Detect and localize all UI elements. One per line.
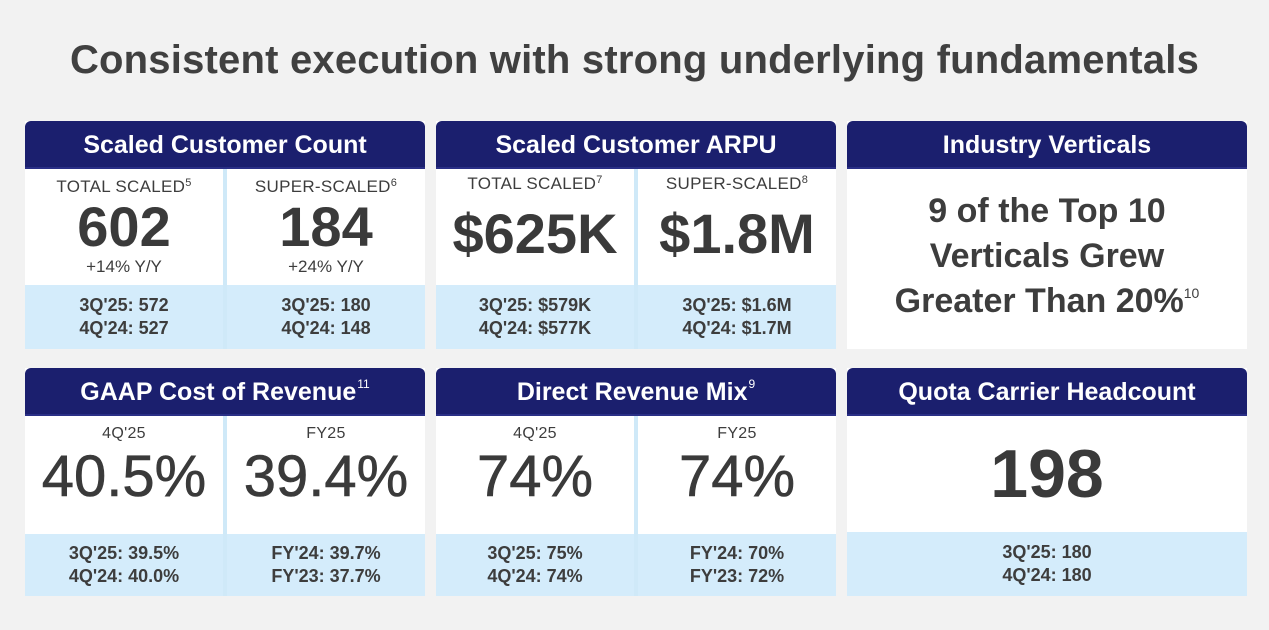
footnote-marker: 5 — [185, 177, 192, 189]
super-scaled-column: SUPER-SCALED6 184 +24% Y/Y 3Q'25: 180 4Q… — [223, 169, 425, 349]
total-scaled-column: TOTAL SCALED7 $625K 3Q'25: $579K 4Q'24: … — [436, 169, 634, 349]
metric-label: FY25 — [717, 425, 757, 442]
metric-label: SUPER-SCALED8 — [665, 174, 809, 193]
prior-value: 4Q'24: $1.7M — [682, 318, 792, 338]
scaled-customer-count-card: Scaled Customer Count TOTAL SCALED5 602 … — [25, 121, 425, 349]
card-header: Industry Verticals — [847, 121, 1247, 169]
metric-label: TOTAL SCALED7 — [467, 174, 603, 193]
metric-value: 602 — [77, 195, 171, 258]
metric-value: 184 — [279, 195, 373, 258]
footnote-marker: 10 — [1183, 284, 1200, 301]
super-scaled-column: SUPER-SCALED8 $1.8M 3Q'25: $1.6M 4Q'24: … — [634, 169, 836, 349]
prior-value: 3Q'25: 39.5% — [68, 543, 180, 563]
quota-carrier-headcount-card: Quota Carrier Headcount 198 3Q'25: 180 4… — [847, 368, 1247, 596]
metric-label: TOTAL SCALED5 — [56, 177, 192, 196]
metric-value: 40.5% — [41, 444, 207, 509]
direct-revenue-mix-card: Direct Revenue Mix 9 4Q'25 74% 3Q'25: 75%… — [436, 368, 836, 596]
scaled-customer-arpu-card: Scaled Customer ARPU TOTAL SCALED7 $625K… — [436, 121, 836, 349]
comparison-band: FY'24: 39.7% FY'23: 37.7% — [227, 534, 425, 596]
prior-value: 3Q'25: 180 — [281, 295, 371, 315]
metric-value: 198 — [990, 436, 1104, 512]
full-year-column: FY25 74% FY'24: 70% FY'23: 72% — [634, 416, 836, 596]
gaap-cost-of-revenue-card: GAAP Cost of Revenue 11 4Q'25 40.5% 3Q'25… — [25, 368, 425, 596]
footnote-marker: 9 — [748, 377, 756, 391]
total-scaled-column: TOTAL SCALED5 602 +14% Y/Y 3Q'25: 572 4Q… — [25, 169, 223, 349]
metric-value: 74% — [476, 444, 594, 509]
metric-value: $1.8M — [659, 202, 815, 265]
headcount-column: 198 3Q'25: 180 4Q'24: 180 — [847, 416, 1247, 596]
card-header: Scaled Customer Count — [25, 121, 425, 169]
comparison-band: 3Q'25: $579K 4Q'24: $577K — [436, 285, 634, 349]
card-header: Direct Revenue Mix 9 — [436, 368, 836, 416]
full-year-column: FY25 39.4% FY'24: 39.7% FY'23: 37.7% — [223, 416, 425, 596]
prior-value: 3Q'25: 180 — [1002, 542, 1092, 562]
metric-label: SUPER-SCALED6 — [254, 177, 398, 196]
metric-value: 74% — [678, 444, 796, 509]
statement-line: Greater Than 20%10 — [894, 281, 1200, 320]
prior-value: 4Q'24: 40.0% — [68, 566, 180, 586]
metric-label: 4Q'25 — [102, 425, 146, 442]
metric-value: $625K — [452, 202, 618, 265]
prior-value: FY'23: 72% — [689, 566, 785, 586]
comparison-band: FY'24: 70% FY'23: 72% — [638, 534, 836, 596]
statement-line: Verticals Grew — [929, 236, 1165, 275]
prior-value: 4Q'24: 180 — [1002, 565, 1092, 585]
prior-value: 3Q'25: 572 — [79, 295, 169, 315]
footnote-marker: 8 — [801, 174, 809, 186]
footnote-marker: 6 — [390, 177, 398, 189]
metric-label: FY25 — [306, 425, 346, 442]
comparison-band: 3Q'25: 572 4Q'24: 527 — [25, 285, 223, 349]
comparison-band: 3Q'25: $1.6M 4Q'24: $1.7M — [638, 285, 836, 349]
prior-value: 4Q'24: 527 — [79, 318, 169, 338]
comparison-band: 3Q'25: 39.5% 4Q'24: 40.0% — [25, 534, 223, 596]
prior-value: 4Q'24: 74% — [487, 566, 583, 586]
statement-line: 9 of the Top 10 — [928, 191, 1166, 230]
prior-value: 4Q'24: 148 — [281, 318, 371, 338]
prior-value: 3Q'25: $1.6M — [682, 295, 792, 315]
prior-value: FY'24: 39.7% — [271, 543, 381, 563]
quarter-column: 4Q'25 40.5% 3Q'25: 39.5% 4Q'24: 40.0% — [25, 416, 223, 596]
metric-change: +24% Y/Y — [288, 257, 364, 276]
page-title: Consistent execution with strong underly… — [69, 38, 1200, 82]
prior-value: 3Q'25: $579K — [478, 295, 592, 315]
card-header: Scaled Customer ARPU — [436, 121, 836, 169]
card-header: Quota Carrier Headcount — [847, 368, 1247, 416]
verticals-statement: 9 of the Top 10 Verticals Grew Greater T… — [847, 169, 1247, 349]
metric-value: 39.4% — [243, 444, 409, 509]
card-header: GAAP Cost of Revenue 11 — [25, 368, 425, 416]
comparison-band: 3Q'25: 75% 4Q'24: 74% — [436, 534, 634, 596]
metric-change: +14% Y/Y — [86, 257, 162, 276]
quarter-column: 4Q'25 74% 3Q'25: 75% 4Q'24: 74% — [436, 416, 634, 596]
comparison-band: 3Q'25: 180 4Q'24: 148 — [227, 285, 425, 349]
prior-value: 4Q'24: $577K — [478, 318, 592, 338]
footnote-marker: 7 — [596, 174, 603, 186]
prior-value: FY'23: 37.7% — [271, 566, 381, 586]
industry-verticals-card: Industry Verticals 9 of the Top 10 Verti… — [847, 121, 1247, 349]
comparison-band: 3Q'25: 180 4Q'24: 180 — [847, 532, 1247, 596]
footnote-marker: 11 — [357, 377, 370, 391]
prior-value: FY'24: 70% — [689, 543, 785, 563]
metric-label: 4Q'25 — [513, 425, 557, 442]
prior-value: 3Q'25: 75% — [487, 543, 583, 563]
